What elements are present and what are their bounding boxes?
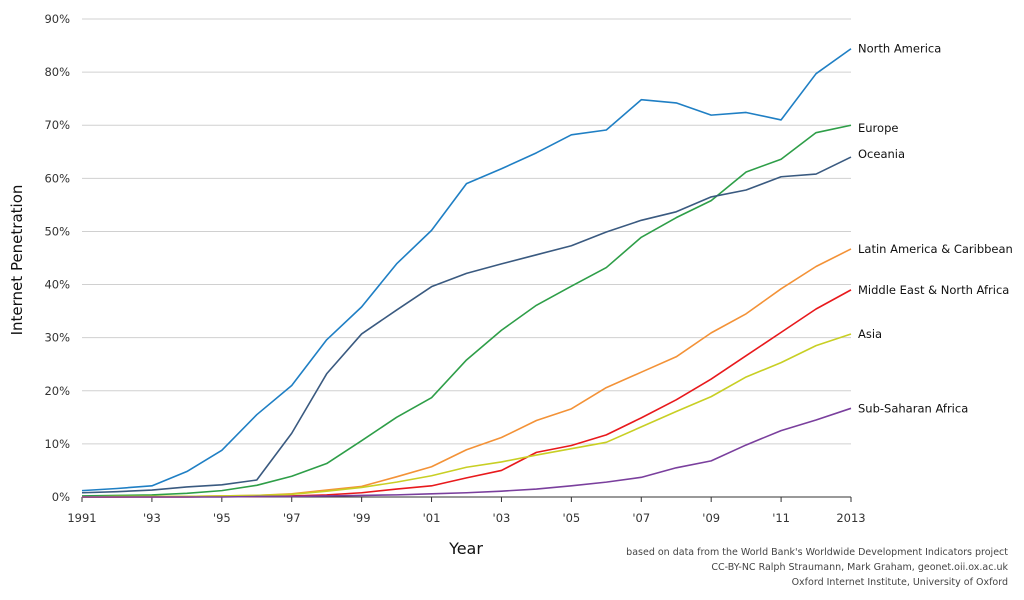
x-tick-label: '97: [283, 511, 301, 525]
y-axis-label: Internet Penetration: [8, 185, 26, 336]
credits-institution: Oxford Internet Institute, University of…: [791, 577, 1008, 588]
x-tick-label: '93: [143, 511, 161, 525]
x-tick-label: '99: [353, 511, 371, 525]
y-tick-label: 50%: [44, 224, 70, 238]
x-tick-label: '01: [423, 511, 441, 525]
x-tick-label: '09: [702, 511, 720, 525]
y-tick-label: 70%: [44, 118, 70, 132]
series-line: [82, 407, 852, 498]
x-tick-label: 1991: [67, 511, 96, 525]
y-tick-label: 60%: [44, 171, 70, 185]
y-tick-labels: 0% 10% 20% 30% 40% 50% 60% 70% 80% 90%: [44, 12, 70, 504]
y-tick-label: 40%: [44, 278, 70, 292]
gridlines: [82, 18, 851, 445]
x-tick-label: '95: [213, 511, 231, 525]
credits: based on data from the World Bank's Worl…: [626, 545, 1008, 590]
y-tick-label: 80%: [44, 65, 70, 79]
series-label: Sub-Saharan Africa: [858, 401, 968, 415]
series-line: [81, 124, 852, 497]
x-tick-label: '07: [632, 511, 650, 525]
x-tick-label: '05: [562, 511, 580, 525]
x-tick-label: '03: [493, 511, 511, 525]
series-label: Latin America & Caribbean: [858, 242, 1013, 256]
series-line: [81, 48, 852, 492]
series-label: North America: [858, 42, 941, 56]
y-tick-label: 0%: [52, 490, 70, 504]
y-tick-label: 30%: [44, 331, 70, 345]
series-lines: [81, 48, 852, 498]
x-tick-label: 2013: [836, 511, 865, 525]
y-tick-label: 20%: [44, 384, 70, 398]
series-label: Europe: [858, 121, 898, 135]
y-tick-label: 10%: [44, 437, 70, 451]
x-tick-label: '11: [772, 511, 790, 525]
series-labels: North America Europe Oceania Latin America …: [858, 42, 1013, 416]
credits-license: CC-BY-NC Ralph Straumann, Mark Graham, g…: [711, 562, 1008, 573]
series-label: Asia: [858, 327, 882, 341]
series-label: Middle East & North Africa: [858, 283, 1009, 297]
credits-source: based on data from the World Bank's Worl…: [626, 547, 1008, 558]
series-line: [81, 156, 852, 494]
series-label: Oceania: [858, 147, 905, 161]
x-tick-labels: 1991 '93 '95 '97 '99 '01 '03 '05 '07 '09 '11 2013: [67, 511, 865, 525]
series-line: [82, 248, 852, 498]
x-axis-label: Year: [448, 539, 483, 558]
series-line: [81, 333, 852, 498]
y-tick-label: 90%: [44, 12, 70, 26]
